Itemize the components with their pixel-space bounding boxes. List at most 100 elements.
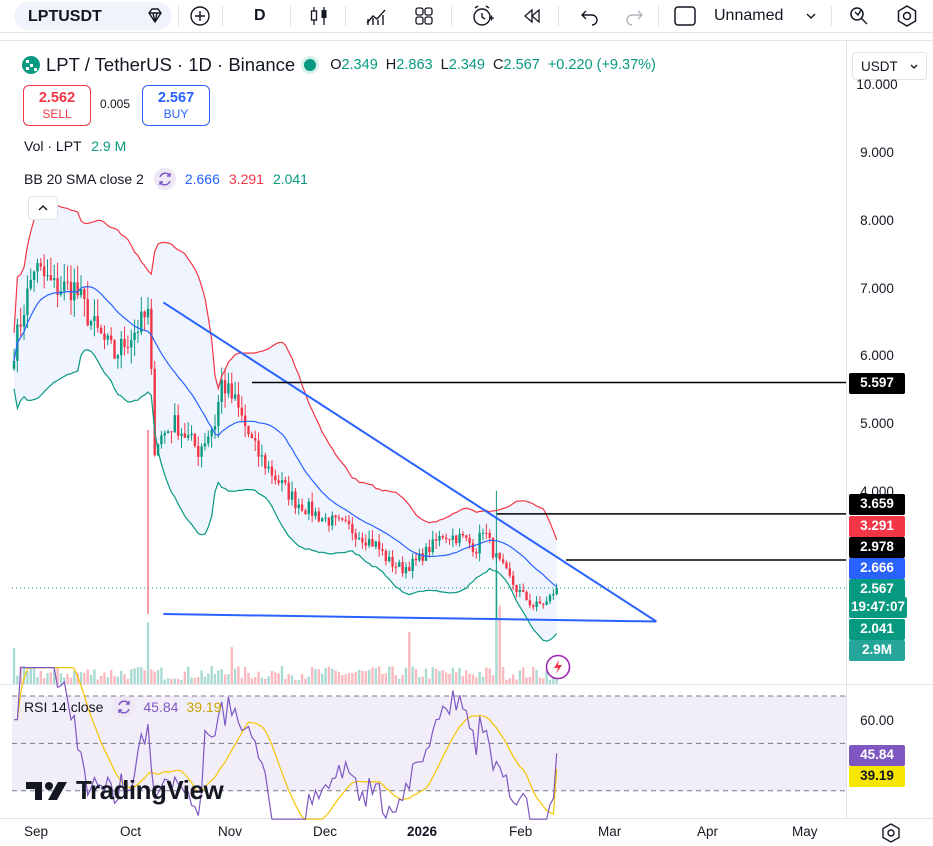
volume-bar [458, 667, 461, 684]
toolbar-separator [222, 6, 223, 26]
chevron-down-icon[interactable] [798, 3, 824, 29]
candle-body [203, 443, 207, 447]
volume-bar [12, 648, 16, 684]
time-tick-label: Dec [313, 824, 338, 839]
settings-icon[interactable] [880, 822, 902, 844]
rsi-axis-tag: 39.19 [849, 766, 905, 787]
candle-body [555, 587, 558, 595]
collapse-legend-button[interactable] [28, 196, 58, 220]
volume-bar [93, 669, 96, 684]
redo-icon[interactable] [622, 3, 648, 29]
candle-body [451, 535, 455, 540]
candle-body [113, 340, 116, 359]
candle-body [448, 539, 451, 541]
volume-bar [377, 666, 381, 684]
candle-body [498, 553, 501, 560]
rsi-legend[interactable]: RSI 14 close 45.84 39.19 [24, 696, 221, 718]
price-axis-tag: 5.597 [849, 373, 905, 394]
lightning-event-icon[interactable] [545, 654, 571, 680]
volume-bar [465, 670, 468, 684]
volume-bar [66, 673, 69, 684]
volume-legend[interactable]: Vol · LPT 2.9 M [24, 138, 126, 154]
candles-icon[interactable] [306, 3, 332, 29]
volume-bar [351, 673, 354, 684]
drawing-lines [162, 301, 846, 623]
candle-body [247, 426, 250, 435]
price-axis-tag: 2.041 [849, 619, 905, 640]
buy-button[interactable]: 2.567 BUY [142, 85, 210, 126]
volume-bar [294, 679, 297, 684]
candle-body [552, 594, 555, 596]
volume-bar [321, 673, 324, 684]
time-tick-label: Feb [509, 824, 533, 839]
volume-bar [367, 669, 371, 684]
volume-bar [240, 677, 243, 684]
settings-icon[interactable] [894, 3, 920, 29]
diamond-icon[interactable] [142, 3, 168, 29]
volume-bar [89, 674, 93, 684]
volume-bar [357, 669, 361, 684]
time-tick-label: May [792, 824, 818, 839]
candle-body [388, 556, 391, 562]
volume-bar [123, 673, 126, 684]
candle-body [471, 543, 475, 553]
candle-body [324, 517, 327, 519]
interval-button[interactable]: D [254, 7, 266, 24]
price-tick-label: 8.000 [860, 212, 894, 228]
volume-bar [444, 672, 448, 684]
legend-title[interactable]: LPT / TetherUS · 1D · Binance [46, 54, 296, 75]
volume-bar [528, 677, 532, 684]
candle-body [401, 562, 404, 574]
volume-bar [461, 676, 465, 684]
tradingview-logo[interactable]: TradingView [26, 774, 224, 806]
candle-body [264, 455, 267, 469]
search-icon[interactable] [846, 3, 872, 29]
undo-icon[interactable] [576, 3, 602, 29]
layout-square-icon[interactable] [672, 3, 698, 29]
alert-icon[interactable] [470, 3, 496, 29]
candle-body [116, 355, 120, 359]
chart-grid [0, 40, 933, 819]
candle-body [458, 533, 461, 544]
price-axis-tag: 2.567 [849, 579, 905, 600]
candle-body [210, 429, 213, 437]
layouts-icon[interactable] [411, 3, 437, 29]
volume-bar [247, 672, 250, 684]
volume-bar [153, 671, 156, 684]
volume-bar [347, 673, 351, 684]
refresh-icon[interactable] [153, 168, 176, 190]
bollinger-label: BB 20 SMA close 2 [24, 171, 144, 187]
candle-body [485, 532, 488, 534]
candle-body [160, 435, 163, 445]
price-tick-label: 10.000 [856, 77, 898, 93]
candle-body [408, 567, 411, 572]
volume-bar [16, 675, 19, 684]
candle-body [535, 601, 538, 607]
layout-name[interactable]: Unnamed [714, 7, 784, 24]
volume-bar [183, 671, 187, 684]
candle-body [180, 433, 183, 436]
rsi-refresh-icon[interactable] [113, 696, 136, 718]
volume-bar [187, 666, 190, 684]
bollinger-legend[interactable]: BB 20 SMA close 2 2.666 3.291 2.041 [24, 168, 308, 190]
volume-bar [498, 605, 501, 684]
volume-bar [398, 678, 401, 684]
volume-bar [431, 667, 434, 684]
volume-bar [140, 667, 143, 684]
candle-body [32, 271, 36, 280]
volume-bar [203, 676, 207, 684]
indicators-icon[interactable] [364, 3, 390, 29]
price-axis-tag: 3.291 [849, 516, 905, 537]
replay-icon[interactable] [518, 3, 544, 29]
candle-body [42, 266, 46, 277]
candle-body [190, 433, 193, 436]
candle-body [317, 511, 321, 522]
plus-circle-icon[interactable] [187, 3, 213, 29]
volume-bar [334, 670, 337, 684]
currency-select[interactable]: USDT [852, 52, 927, 80]
candle-body [53, 278, 56, 281]
sell-button[interactable]: 2.562 SELL [23, 85, 91, 126]
candle-body [337, 517, 341, 519]
symbol-search-button[interactable]: LPTUSDT [14, 2, 172, 30]
